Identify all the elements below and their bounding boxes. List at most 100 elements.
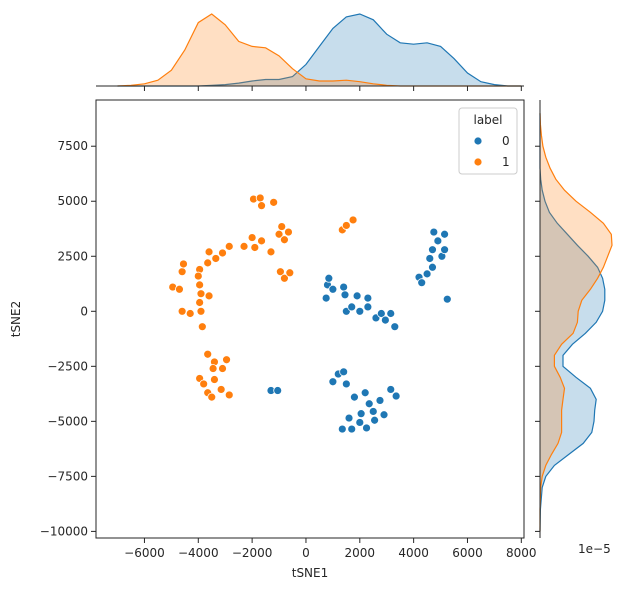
scatter-point-0 — [339, 282, 349, 292]
scatter-point-1 — [224, 241, 234, 251]
scatter-point-1 — [274, 229, 284, 239]
y-tick-label: 7500 — [57, 139, 88, 153]
scatter-point-0 — [368, 407, 378, 416]
y-tick-label: −2500 — [47, 359, 88, 373]
legend-marker-1 — [473, 157, 483, 167]
scatter-point-1 — [266, 247, 276, 257]
x-tick-label: −4000 — [178, 546, 219, 560]
marginal-right-scale-label: 1e−5 — [578, 542, 611, 556]
scatter-point-0 — [380, 315, 390, 325]
marginal-right-ticks — [535, 145, 540, 532]
scatter-point-0 — [429, 227, 439, 237]
y-axis-title: tSNE2 — [9, 301, 23, 338]
scatter-point-1 — [204, 247, 214, 257]
scatter-point-0 — [344, 413, 354, 423]
scatter-point-0 — [370, 415, 380, 425]
scatter-point-0 — [362, 423, 371, 433]
x-tick-label: 0 — [302, 546, 310, 560]
top-kde-fill-0 — [117, 14, 522, 86]
scatter-point-0 — [379, 410, 389, 420]
x-tick-label: 4000 — [398, 546, 429, 560]
scatter-point-0 — [428, 245, 437, 255]
scatter-point-1 — [207, 392, 217, 402]
scatter-point-0 — [352, 291, 362, 301]
scatter-point-1 — [250, 243, 260, 252]
y-axis-ticks: −10000 −7500 −5000 −2500 0 2500 5000 7500 — [40, 139, 96, 538]
scatter-point-1 — [196, 306, 206, 316]
scatter-point-1 — [197, 322, 207, 332]
scatter-point-1 — [275, 267, 285, 277]
scatter-point-0 — [360, 388, 370, 398]
scatter-point-1 — [255, 193, 265, 203]
y-tick-label: 0 — [80, 304, 88, 318]
scatter-point-1 — [269, 197, 279, 207]
scatter-point-0 — [328, 284, 338, 294]
y-tick-label: −10000 — [40, 524, 88, 538]
marginal-top-kde — [117, 13, 522, 87]
scatter-point-0 — [428, 262, 437, 272]
scatter-point-0 — [417, 278, 427, 288]
scatter-point-0 — [337, 424, 347, 434]
scatter-point-1 — [203, 258, 213, 268]
scatter-point-0 — [341, 379, 351, 389]
x-tick-label: 8000 — [506, 546, 537, 560]
scatter-point-0 — [442, 294, 452, 304]
scatter-point-1 — [280, 235, 289, 245]
scatter-point-0 — [363, 302, 373, 312]
scatter-point-0 — [347, 302, 357, 312]
scatter-point-1 — [218, 364, 227, 373]
scatter-point-0 — [321, 293, 331, 303]
scatter-point-1 — [185, 309, 195, 318]
right-kde-line-0 — [539, 113, 606, 532]
marginal-right-kde — [539, 113, 613, 532]
scatter-point-1 — [280, 273, 289, 283]
x-tick-label: −2000 — [232, 546, 273, 560]
scatter-point-0 — [355, 418, 365, 427]
scatter-point-0 — [350, 392, 359, 402]
x-axis-title: tSNE1 — [292, 566, 329, 580]
x-tick-label: 2000 — [345, 546, 376, 560]
y-tick-label: 2500 — [57, 249, 88, 263]
scatter-point-1 — [216, 385, 226, 394]
legend-marker-0 — [473, 136, 483, 146]
scatter-point-1 — [224, 390, 234, 400]
scatter-point-0 — [273, 386, 283, 395]
legend-label-1: 1 — [502, 155, 510, 169]
scatter-point-0 — [364, 399, 374, 409]
x-tick-label: 6000 — [452, 546, 483, 560]
scatter-point-1 — [179, 259, 188, 269]
legend-label-0: 0 — [502, 134, 510, 148]
right-kde-line-1 — [539, 113, 613, 532]
scatter-point-1 — [177, 267, 187, 277]
scatter-point-0 — [375, 396, 385, 405]
scatter-point-1 — [204, 291, 214, 301]
main-plot-area — [168, 193, 452, 434]
right-kde-fill-1 — [540, 113, 612, 532]
y-tick-label: −5000 — [47, 414, 88, 428]
scatter-point-1 — [175, 284, 184, 294]
scatter-point-1 — [210, 375, 219, 384]
scatter-point-0 — [425, 254, 435, 263]
scatter-point-0 — [347, 424, 357, 434]
scatter-point-1 — [285, 268, 295, 278]
x-tick-label: −6000 — [124, 546, 165, 560]
scatter-point-1 — [277, 222, 287, 231]
scatter-point-1 — [257, 236, 266, 246]
scatter-point-1 — [193, 271, 203, 281]
scatter-point-0 — [386, 385, 396, 394]
y-tick-label: 5000 — [57, 194, 88, 208]
legend: label 0 1 — [458, 107, 518, 175]
scatter-point-1 — [284, 227, 293, 237]
scatter-point-1 — [208, 364, 218, 373]
scatter-point-1 — [195, 298, 205, 307]
main-axes-frame — [95, 99, 525, 539]
scatter-point-0 — [339, 367, 349, 377]
marginal-top-ticks — [143, 86, 522, 91]
scatter-point-0 — [422, 269, 432, 279]
scatter-point-0 — [440, 229, 449, 239]
scatter-point-0 — [433, 236, 443, 246]
top-kde-fill-1 — [117, 14, 522, 86]
scatter-point-1 — [239, 241, 249, 251]
scatter-point-0 — [390, 322, 400, 332]
